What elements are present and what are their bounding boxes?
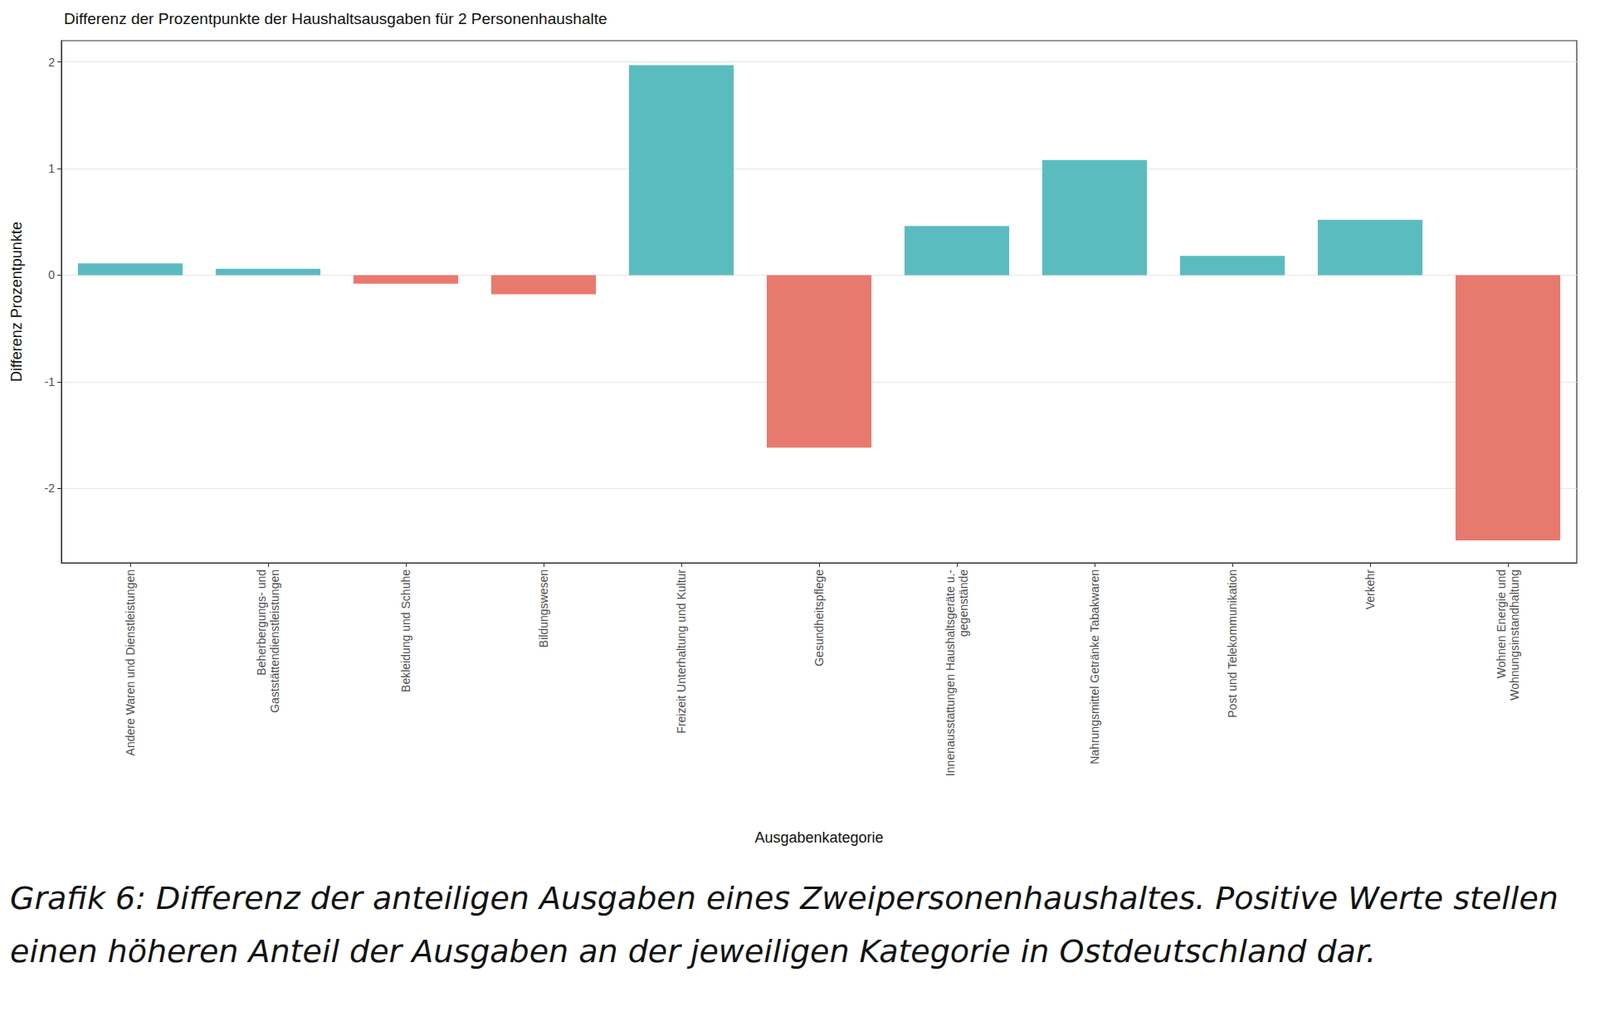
svg-text:Differenz der Prozentpunkte de: Differenz der Prozentpunkte der Haushalt… (63, 9, 608, 28)
svg-text:gegenstände: gegenstände (956, 569, 971, 637)
svg-text:Gesundheitspflege: Gesundheitspflege (812, 569, 826, 667)
svg-text:Ausgabenkategorie: Ausgabenkategorie (754, 829, 883, 846)
svg-text:0: 0 (48, 268, 55, 282)
svg-text:Andere Waren und Dienstleistun: Andere Waren und Dienstleistungen (123, 569, 137, 756)
html-text:Grafik 6: Differenz der anteil: Grafik 6: Differenz der anteiligen Ausga… (9, 879, 1559, 970)
svg-text:Beherbergungs- und: Beherbergungs- und (254, 569, 269, 676)
svg-text:Post und Telekommunikation: Post und Telekommunikation (1225, 569, 1240, 718)
svg-text:Verkehr: Verkehr (1363, 569, 1377, 610)
svg-text:Bekleidung und Schuhe: Bekleidung und Schuhe (399, 569, 413, 693)
svg-text:2: 2 (48, 55, 55, 69)
svg-text:Nahrungsmittel Getränke Tabakw: Nahrungsmittel Getränke Tabakwaren (1087, 569, 1102, 765)
svg-text:-2: -2 (44, 481, 56, 495)
svg-text:Wohnen Energie und: Wohnen Energie und (1494, 569, 1508, 679)
svg-text:Gaststättendienstleistungen: Gaststättendienstleistungen (268, 569, 282, 713)
svg-text:Freizeit Unterhaltung und Kult: Freizeit Unterhaltung und Kultur (674, 569, 688, 734)
svg-text:-1: -1 (44, 375, 56, 389)
svg-text:Differenz Prozentpunkte: Differenz Prozentpunkte (8, 221, 25, 382)
svg-text:Innenausstattungen Haushaltsge: Innenausstattungen Haushaltsgeräte u.- (943, 569, 957, 776)
svg-text:1: 1 (48, 161, 55, 176)
svg-text:Bildungswesen: Bildungswesen (536, 569, 551, 648)
svg-text:Wohnungsinstandhaltung: Wohnungsinstandhaltung (1507, 569, 1522, 701)
